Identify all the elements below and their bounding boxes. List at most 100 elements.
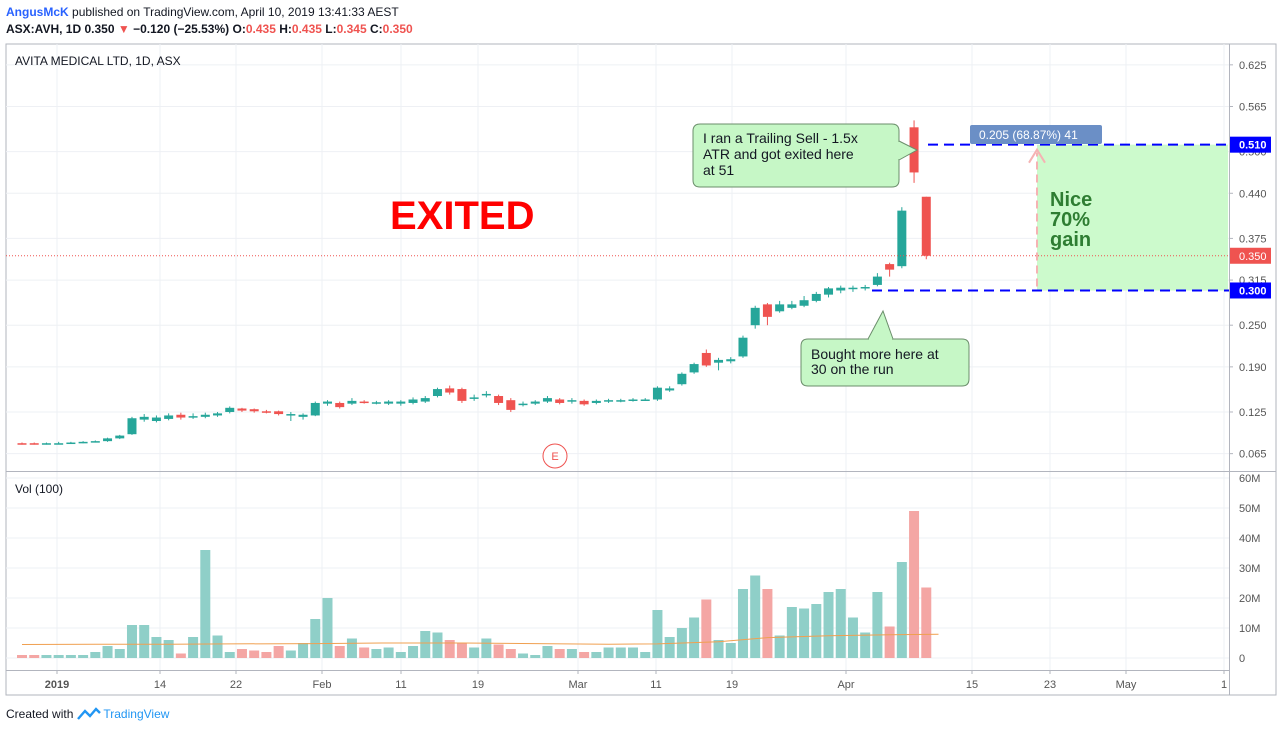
candle-body: [384, 401, 394, 404]
ohlc-legend: ASX:AVH, 1D 0.350 ▼ −0.120 (−25.53%) O:0…: [6, 22, 413, 36]
gain-box[interactable]: [1037, 144, 1228, 291]
candle-body: [738, 337, 748, 357]
close-value: 0.350: [382, 22, 413, 36]
candle-body: [640, 399, 650, 401]
exit-price-tag-text: 0.510: [1239, 140, 1267, 152]
volume-bar: [151, 637, 162, 658]
publish-info: AngusMcK published on TradingView.com, A…: [6, 5, 399, 19]
earnings-marker[interactable]: E: [542, 443, 568, 469]
candle-body: [359, 401, 369, 404]
entry-price-tag-text: 0.300: [1239, 285, 1267, 297]
candle-body: [701, 352, 711, 366]
candle-body: [90, 441, 100, 443]
gain-line-2: 70%: [1050, 209, 1090, 231]
volume-tick-label: 0: [1239, 653, 1245, 665]
low-value: 0.345: [336, 22, 367, 36]
candle-body: [824, 288, 834, 295]
candle-body: [848, 287, 858, 290]
candle-body: [432, 389, 442, 397]
tradingview-link[interactable]: TradingView: [103, 707, 170, 721]
candle-body: [408, 399, 418, 403]
volume-bar: [750, 575, 761, 658]
symbol-label: ASX:AVH, 1D: [6, 22, 82, 36]
volume-bar: [188, 637, 199, 658]
gain-line-1: Nice: [1050, 189, 1092, 211]
volume-bar: [603, 647, 614, 658]
time-tick-label: Feb: [313, 679, 332, 691]
price-axis[interactable]: 0.0650.1250.1900.2500.3150.3750.4400.500…: [1229, 60, 1267, 461]
candle-body: [66, 442, 76, 445]
volume-bar: [114, 649, 125, 658]
high-label: H:: [279, 22, 292, 36]
volume-bar: [53, 655, 64, 658]
volume-bar: [102, 646, 113, 658]
volume-bar: [884, 626, 895, 658]
volume-bar: [701, 599, 712, 658]
volume-bar: [542, 646, 553, 658]
exit-callout[interactable]: I ran a Trailing Sell - 1.5x ATR and got…: [692, 123, 919, 188]
volume-bar: [175, 653, 186, 658]
volume-bar: [689, 617, 700, 658]
volume-tick-label: 30M: [1239, 563, 1260, 575]
created-with-text: Created with: [6, 707, 74, 721]
volume-bar: [273, 646, 284, 658]
candle-body: [310, 402, 320, 416]
volume-bar: [310, 619, 321, 658]
candle-body: [323, 401, 332, 404]
volume-bar: [762, 589, 773, 658]
time-tick-label: 2019: [45, 679, 69, 691]
volume-axis[interactable]: 0 10M 20M 30M 40M 50M 60M: [1239, 473, 1260, 665]
price-tick-label: 0.125: [1239, 407, 1267, 419]
volume-bar: [566, 649, 577, 658]
candle-body: [628, 399, 638, 401]
time-tick-label: Mar: [569, 679, 588, 691]
price-tick-label: 0.250: [1239, 320, 1267, 332]
last-price-tag[interactable]: 0.350: [1230, 247, 1271, 264]
volume-bar: [786, 607, 797, 658]
buy-note-line-2: 30 on the run: [811, 361, 894, 377]
price-tick-label: 0.625: [1239, 60, 1267, 72]
measure-label[interactable]: 0.205 (68.87%) 41: [970, 125, 1102, 144]
candle-body: [481, 393, 491, 396]
candle-body: [579, 400, 589, 405]
time-tick-label: 22: [230, 679, 242, 691]
chart-title: AVITA MEDICAL LTD, 1D, ASX: [15, 54, 181, 68]
volume-bar: [628, 647, 638, 658]
tradingview-logo-icon: [77, 707, 102, 720]
volume-bar: [139, 625, 150, 658]
candle-body: [762, 304, 772, 317]
volume-bar: [799, 608, 810, 658]
volume-bar: [860, 632, 871, 658]
candle-body: [29, 443, 39, 445]
time-axis[interactable]: 2019 14 22 Feb 11 19 Mar 11 19 Apr 15 23 May 1: [45, 670, 1227, 691]
buy-callout[interactable]: Bought more here at 30 on the run: [800, 309, 970, 387]
candle-body: [347, 400, 357, 404]
candle-body: [213, 413, 223, 416]
candle-body: [885, 264, 895, 270]
volume-tick-label: 10M: [1239, 623, 1260, 635]
candle-body: [714, 359, 724, 363]
candle-body: [604, 400, 614, 402]
candle-body: [249, 409, 259, 412]
measure-arrow-head: [1028, 147, 1046, 164]
volume-pane-title: Vol (100): [15, 482, 63, 496]
entry-price-tag[interactable]: 0.300: [1230, 282, 1271, 299]
candle-body: [518, 403, 528, 406]
candle-body: [689, 364, 699, 373]
grid-lines: [6, 44, 1229, 670]
volume-bar: [29, 655, 40, 658]
price-change: −0.120 (−25.53%): [133, 22, 230, 36]
author-link[interactable]: AngusMcK: [6, 5, 69, 19]
price-tick-label: 0.565: [1239, 101, 1267, 113]
volume-bar: [17, 655, 27, 658]
exit-price-tag[interactable]: 0.510: [1230, 136, 1271, 153]
volume-bar: [163, 640, 174, 658]
volume-bar: [371, 649, 382, 658]
candle-body: [616, 400, 626, 402]
candle-body: [775, 304, 785, 312]
volume-bar: [909, 511, 920, 658]
volume-ma-line: [21, 633, 939, 645]
open-label: O:: [232, 22, 246, 36]
volume-bar: [408, 646, 419, 658]
